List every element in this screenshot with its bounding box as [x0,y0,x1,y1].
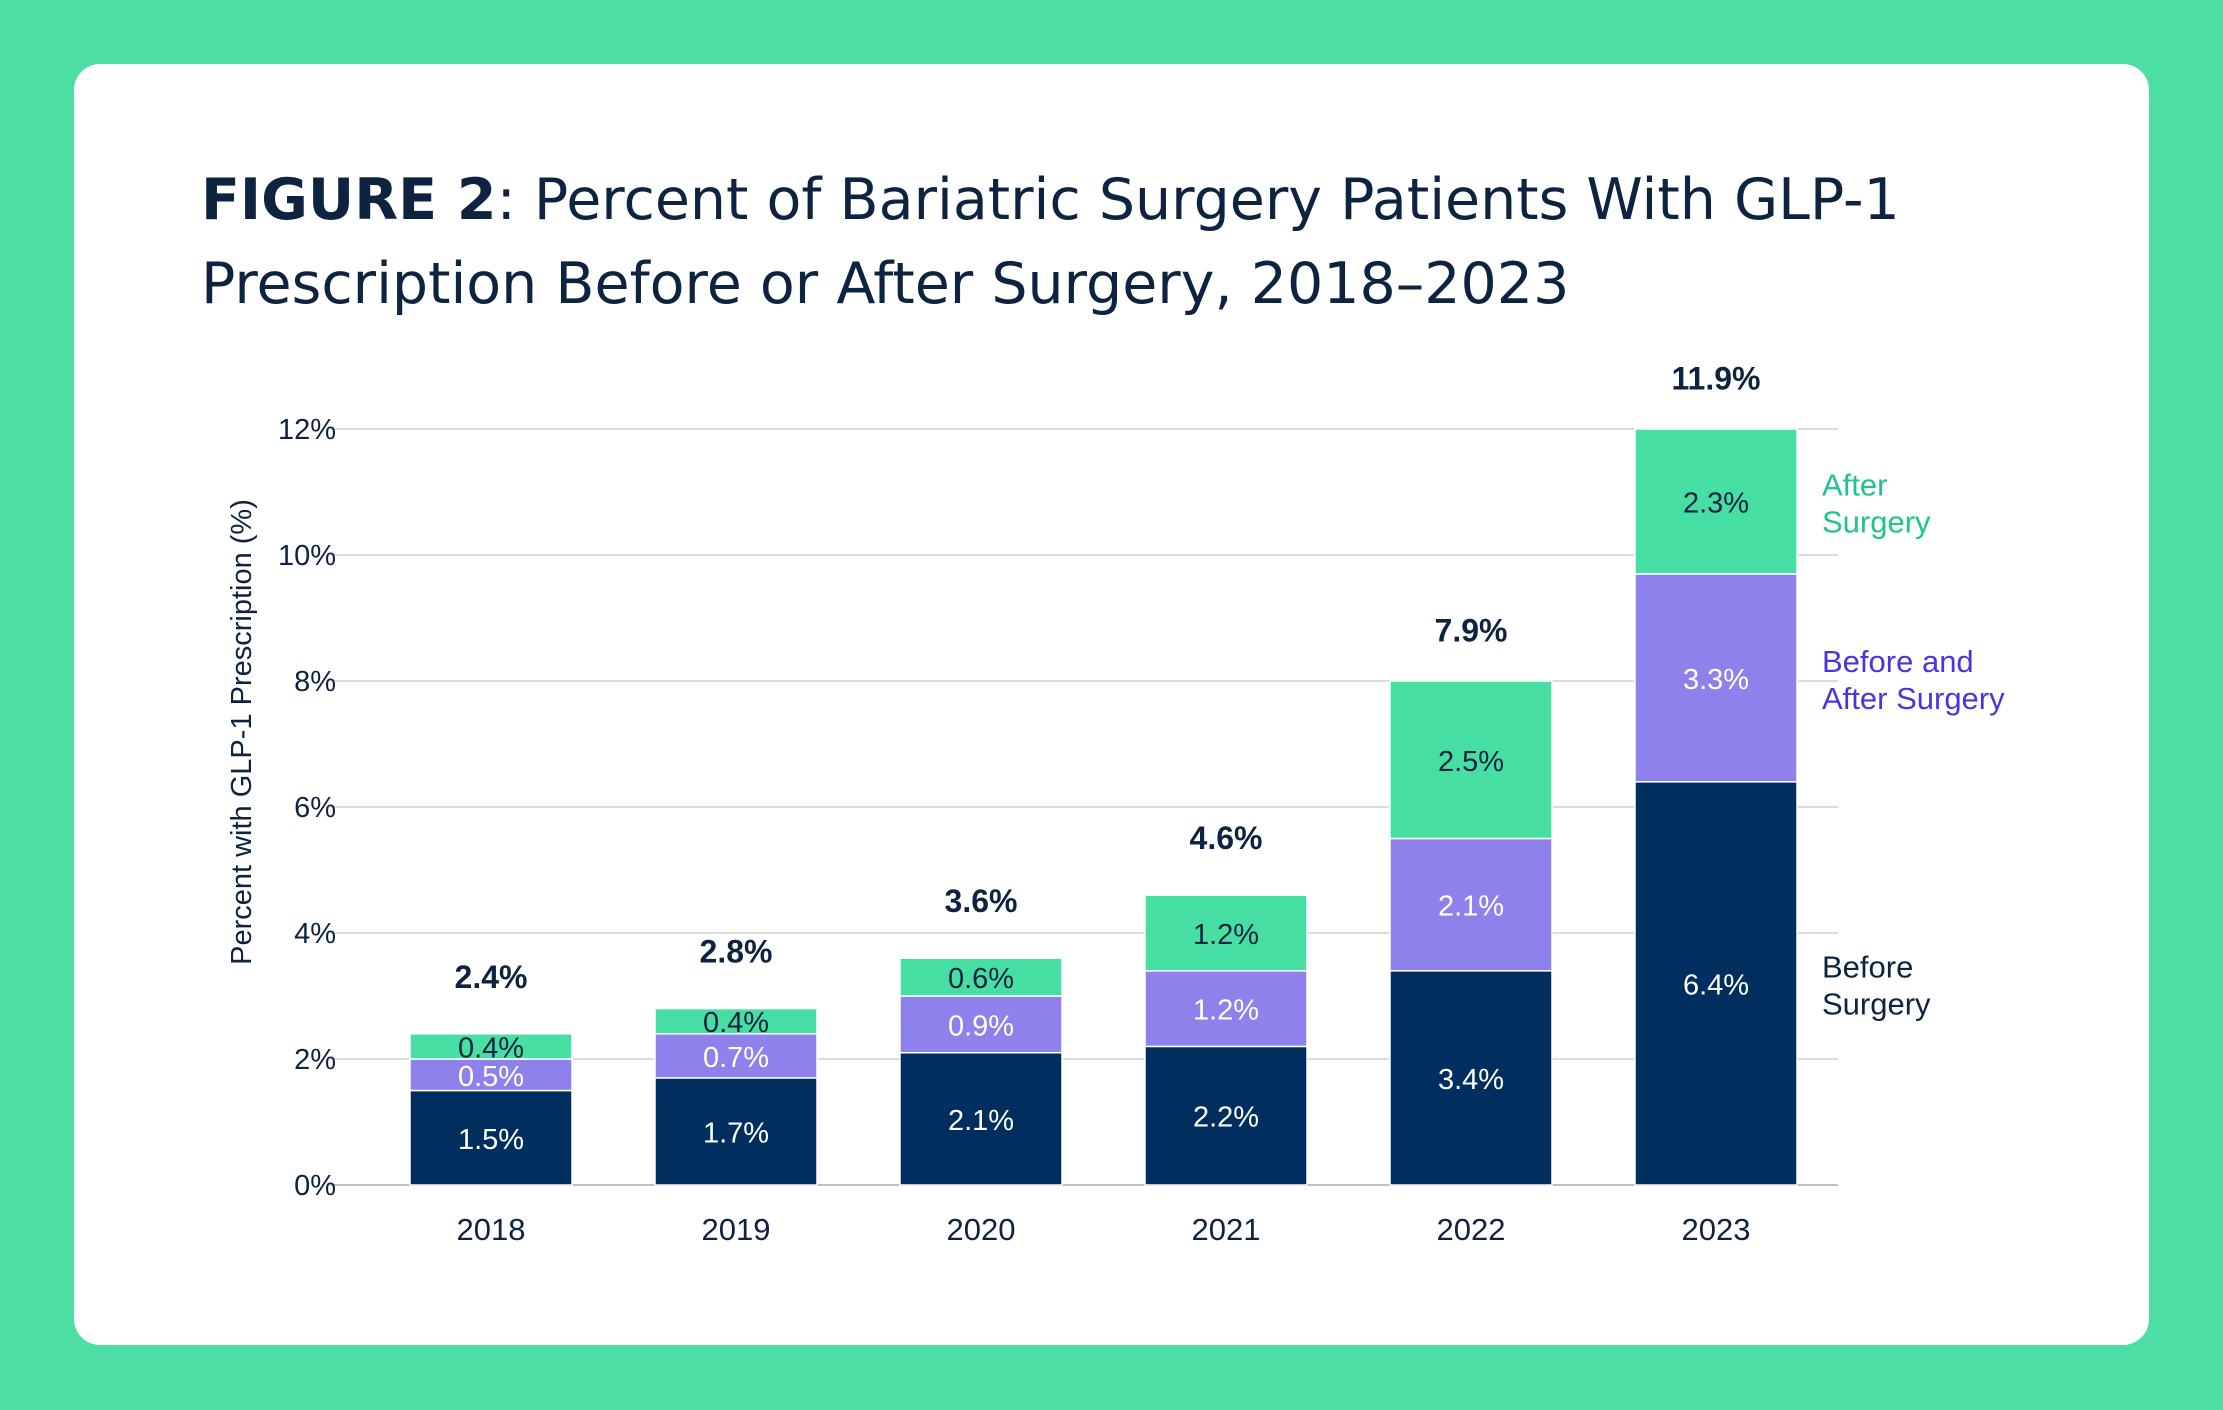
bar-value-label: 3.3% [1683,664,1749,696]
bar-value-label: 2.2% [1193,1102,1259,1134]
bar-value-label: 1.5% [458,1124,524,1156]
bar-value-label: 0.4% [458,1032,524,1064]
bar-after-surgery-2018 [409,1033,573,1060]
bar-value-label: 0.5% [458,1061,524,1093]
bar-value-label: 0.4% [703,1007,769,1039]
x-tick-label: 2021 [1192,1212,1261,1247]
bar-before-and-after-surgery-2021 [1144,970,1308,1048]
bar-after-surgery-2022 [1389,680,1553,840]
bar-value-label: 6.4% [1683,969,1749,1001]
legend-after-surgery: After Surgery [1822,467,1931,539]
bar-after-surgery-2020 [899,957,1063,997]
x-tick-label: 2019 [702,1212,771,1247]
figure-number: FIGURE 2 [201,167,497,233]
total-label-2020: 3.6% [945,883,1018,919]
gridlines [330,428,1838,1186]
bar-before-surgery-2020 [899,1051,1063,1186]
total-label-2021: 4.6% [1190,820,1263,856]
x-tick-label: 2018 [457,1212,526,1247]
chart-title: FIGURE 2: Percent of Bariatric Surgery P… [201,158,1961,326]
x-axis-ticks: 2018 2019 2020 2021 2022 2023 [457,1212,1751,1247]
x-tick-label: 2020 [947,1212,1016,1247]
bar-value-label: 1.7% [703,1117,769,1149]
bar-before-surgery-2019 [654,1077,818,1186]
bar-value-label: 1.2% [1193,919,1259,951]
figure-title-text: : Percent of Bariatric Surgery Patients … [201,167,1900,317]
total-label-2023: 11.9% [1672,360,1761,396]
y-tick-label: 0% [294,1170,336,1202]
legend-before-surgery: Before Surgery [1822,949,1931,1021]
bar-before-surgery-2023 [1634,781,1798,1186]
bar-value-label: 2.1% [1438,891,1504,923]
y-tick-label: 12% [278,414,336,446]
bar-before-surgery-2022 [1389,970,1553,1186]
bars: 1.5%0.5%0.4%2.4%1.7%0.7%0.4%2.8%2.1%0.9%… [409,360,1798,1186]
bar-before-and-after-surgery-2020 [899,995,1063,1054]
bar-value-label: 2.1% [948,1105,1014,1137]
bar-value-label: 1.2% [1193,995,1259,1027]
y-tick-label: 10% [278,540,336,572]
bar-value-label: 2.5% [1438,746,1504,778]
total-label-2018: 2.4% [455,959,528,995]
bar-after-surgery-2023 [1634,428,1798,575]
bar-after-surgery-2019 [654,1007,818,1035]
y-axis-label: Percent with GLP-1 Prescription (%) [226,499,258,965]
bar-value-label: 3.4% [1438,1064,1504,1096]
y-tick-label: 6% [294,792,336,824]
bar-before-and-after-surgery-2019 [654,1033,818,1079]
y-tick-label: 2% [294,1044,336,1076]
bar-value-label: 0.7% [703,1042,769,1074]
bar-before-and-after-surgery-2023 [1634,573,1798,783]
bar-before-and-after-surgery-2018 [409,1058,573,1092]
bar-before-surgery-2021 [1144,1045,1308,1186]
total-label-2022: 7.9% [1435,612,1508,648]
y-tick-label: 8% [294,666,336,698]
bar-value-label: 0.9% [948,1010,1014,1042]
y-axis-ticks: 0% 2% 4% 6% 8% 10% 12% [278,414,336,1202]
legend: Before Surgery Before and After Surgery Afte… [1822,467,2005,1021]
y-tick-label: 4% [294,918,336,950]
legend-before-and-after-surgery: Before and After Surgery [1822,644,2005,716]
bar-after-surgery-2021 [1144,894,1308,972]
x-tick-label: 2023 [1682,1212,1751,1247]
bar-before-and-after-surgery-2022 [1389,837,1553,972]
x-tick-label: 2022 [1437,1212,1506,1247]
bar-value-label: 2.3% [1683,487,1749,519]
bar-value-label: 0.6% [948,963,1014,995]
total-label-2019: 2.8% [700,934,773,970]
